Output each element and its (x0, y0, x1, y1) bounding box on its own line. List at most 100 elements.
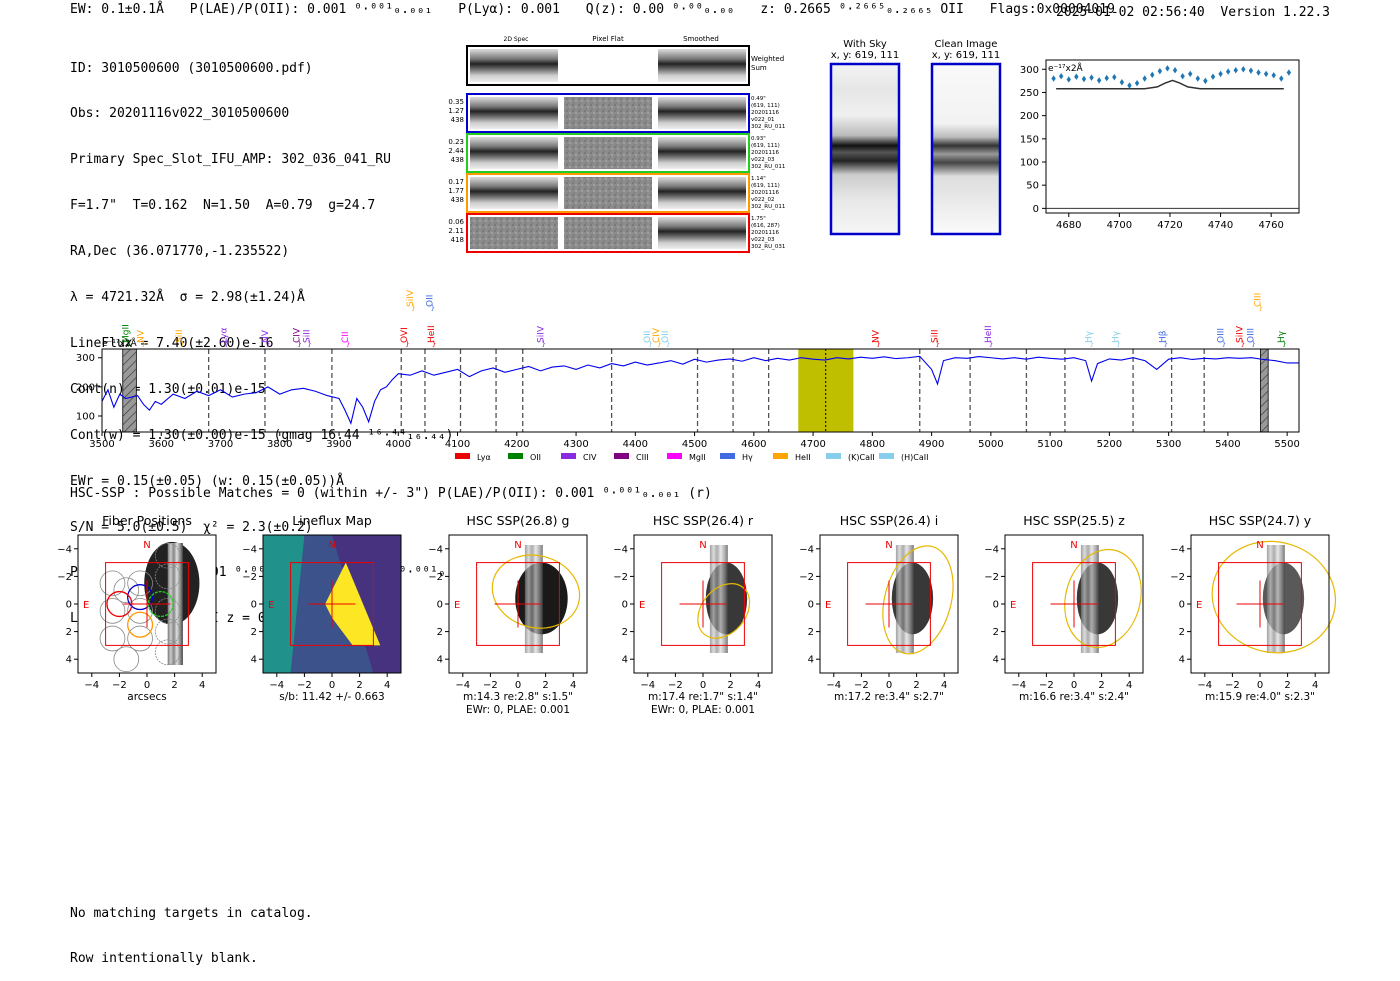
aperture-box (476, 562, 560, 646)
spectra-cutouts: 2D Spec Pixel Flat Smoothed Weighted Sum… (448, 35, 785, 253)
hsc-ytick-label: 0 (808, 600, 814, 611)
galaxy-bar (895, 545, 914, 653)
spectrum-xtick-label: 5000 (978, 439, 1003, 450)
aperture-box (661, 562, 745, 646)
weighted-2d (470, 49, 558, 82)
emission-line-bracket: } (657, 340, 661, 348)
hsc-ytick-label: −4 (613, 544, 628, 555)
galaxy-bar (1080, 545, 1099, 653)
north-label: N (1256, 540, 1263, 551)
cutout-left-value: 0.23 (448, 138, 464, 146)
hsc-ytick-label: 2 (1179, 627, 1185, 638)
hsc-xtick-label: 2 (542, 680, 548, 691)
hsc-ytick-label: −4 (799, 544, 814, 555)
cutout-right-value: 302_RU_011 (751, 204, 785, 210)
emission-line-label: OII (426, 295, 436, 307)
spectrum-xtick-label: 4000 (386, 439, 411, 450)
hsc-caption-1: arcsecs (127, 691, 166, 703)
aperture-box (1218, 562, 1302, 646)
cutout-pixel-flat (564, 97, 652, 129)
zoom-data-point (1180, 73, 1185, 80)
hsc-panel-title: Fiber Positions (102, 513, 192, 528)
zoom-data-point (1165, 65, 1170, 72)
fiber-circle (113, 646, 140, 673)
legend-swatch (455, 453, 470, 459)
emission-line-bracket: } (141, 340, 145, 348)
hsc-xtick-label: 4 (1312, 680, 1318, 691)
north-label: N (514, 540, 521, 551)
clean-title: Clean Image (935, 39, 998, 50)
east-label: E (1010, 600, 1016, 611)
spectrum-xtick-label: 5500 (1274, 439, 1299, 450)
spectrum-xtick-label: 4900 (919, 439, 944, 450)
header-z: z: 0.2665 ⁰·²⁶⁶⁵₀.₂₆₆₅ OII (760, 2, 964, 17)
fiber-circle (127, 625, 153, 652)
zoom-data-point (1112, 73, 1117, 81)
cutout-right-value: (619, 111) (751, 103, 780, 109)
aperture-box (847, 562, 931, 646)
zoom-xtick-label: 4760 (1258, 220, 1283, 231)
legend-label: OII (530, 453, 541, 462)
sky-panels: With Sky x, y: 619, 111 Clean Image x, y… (829, 39, 1002, 236)
weighted-label-2: Sum (751, 64, 767, 72)
hsc-panel: Fiber Positions N E −4 4 −2 2 0 0 2 −2 4 −4 arcsecs (57, 513, 217, 703)
info-wavelength: λ = 4721.32Å σ = 2.98(±1.24)Å (70, 290, 305, 306)
hsc-ytick-label: 4 (437, 655, 443, 666)
hsc-caption-1: m:16.6 re:3.4" s:2.4" (1019, 691, 1129, 703)
hsc-ytick-label: 2 (251, 627, 257, 638)
hsc-caption-1: m:17.4 re:1.7" s:1.4" (648, 691, 758, 703)
footer-line-2: Row intentionally blank. (70, 951, 258, 966)
emission-line-label: HeII (984, 325, 994, 343)
emission-line-bracket: } (541, 340, 545, 348)
with-sky-image (829, 62, 901, 236)
hsc-caption-1: s/b: 11.42 +/- 0.663 (279, 691, 384, 703)
cutout-right-value: 1.14" (751, 176, 766, 182)
emission-line-label: OII (661, 331, 671, 343)
fiber-circle (154, 618, 181, 645)
hsc-caption-2: EWr: 0, PLAE: 0.001 (651, 704, 755, 716)
cutout-2d-spec (470, 97, 558, 129)
source-bar (167, 543, 183, 665)
spectrum-xtick-label: 4100 (445, 439, 470, 450)
header-plae: P(LAE)/P(OII): 0.001 ⁰·⁰⁰¹₀.₀₀₁ (189, 2, 433, 17)
hsc-xtick-label: 2 (356, 680, 362, 691)
cutout-left-value: 0.35 (448, 98, 464, 106)
hsc-xtick-label: 0 (700, 680, 706, 691)
zoom-ytick-label: 150 (1020, 134, 1039, 145)
spectrum-xtick-label: 4700 (800, 439, 825, 450)
zoom-data-point (1256, 69, 1261, 76)
emission-line-bracket: } (989, 340, 993, 348)
hsc-caption-2: EWr: 0, PLAE: 0.001 (466, 704, 570, 716)
cutout-left-value: 418 (451, 236, 464, 244)
info-primary-slot: Primary Spec_Slot_IFU_AMP: 302_036_041_R… (70, 152, 391, 168)
fiber-circle (154, 563, 181, 590)
cutout-right-value: 20201116 (751, 190, 779, 196)
hsc-ytick-label: 0 (437, 600, 443, 611)
header-line: EW: 0.1±0.1Å P(LAE)/P(OII): 0.001 ⁰·⁰⁰¹₀… (70, 2, 1133, 17)
hsc-xtick-label: 4 (384, 680, 390, 691)
hsc-ytick-label: 0 (66, 600, 72, 611)
zoom-data-point (1203, 77, 1208, 85)
cutout-left-value: 2.44 (448, 147, 464, 155)
masked-region (1260, 348, 1269, 433)
galaxy-bar (1266, 545, 1285, 653)
hsc-xtick-label: 2 (171, 680, 177, 691)
hsc-ytick-label: −2 (57, 572, 72, 583)
hsc-ytick-label: 0 (622, 600, 628, 611)
cutout-right-value: 302_RU_011 (751, 124, 785, 130)
emission-line-bracket: } (1164, 340, 1168, 348)
north-label: N (1070, 540, 1077, 551)
zoom-data-point (1119, 79, 1125, 86)
info-radec: RA,Dec (36.071770,-1.235522) (70, 244, 290, 260)
cutout-right-value: v022_02 (751, 197, 775, 203)
header-flags: Flags:0x00004019 (989, 2, 1115, 17)
hsc-ytick-label: 4 (66, 655, 72, 666)
fiber-circle (127, 598, 153, 624)
footer-line-1: No matching targets in catalog. (70, 906, 313, 921)
cutout-smoothed (658, 137, 746, 169)
